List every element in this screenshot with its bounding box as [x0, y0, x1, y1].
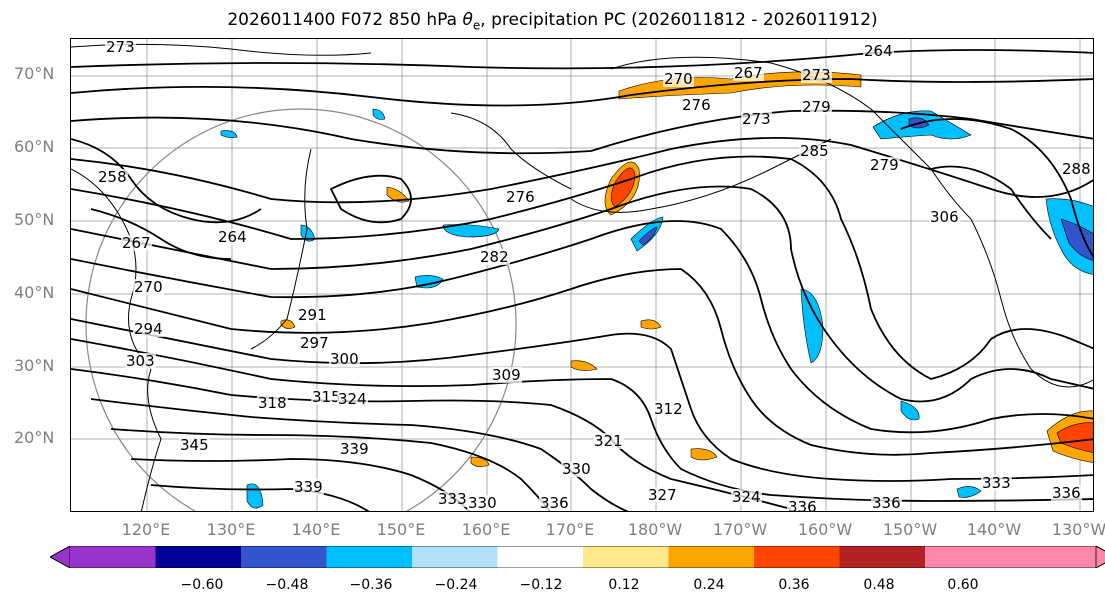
lon-label: 140°W — [966, 520, 1022, 539]
contour-label: 273 — [801, 66, 832, 84]
colorbar-bin — [1010, 546, 1096, 568]
contour-label: 279 — [869, 156, 900, 174]
lat-label: 40°N — [14, 283, 55, 302]
contour-label: 285 — [799, 142, 830, 160]
map-panel: 273 264 267 273 270 276 273 279 285 279 … — [70, 38, 1094, 512]
lat-label: 30°N — [14, 356, 55, 375]
colorbar-bin — [497, 546, 583, 568]
contour-label: 336 — [871, 494, 902, 512]
chart-title: 2026011400 F072 850 hPa θe, precipitatio… — [227, 10, 878, 33]
graticule — [71, 39, 1093, 511]
colorbar-bin — [155, 546, 241, 568]
lon-label: 150°E — [376, 520, 426, 539]
coastlines — [71, 43, 1093, 511]
contour-label: 303 — [125, 352, 156, 370]
colorbar-tick: 0.36 — [778, 577, 810, 593]
contour-label: 306 — [929, 208, 960, 226]
contour-label: 324 — [731, 488, 762, 506]
colorbar-bin — [839, 546, 925, 568]
colorbar — [50, 546, 1105, 568]
lon-label: 120°E — [121, 520, 171, 539]
colorbar-bin — [583, 546, 669, 568]
colorbar-extend-high — [1095, 546, 1105, 568]
contour-label: 276 — [505, 188, 536, 206]
contour-label: 300 — [329, 350, 360, 368]
contour-label: 279 — [801, 98, 832, 116]
colorbar-bin — [754, 546, 840, 568]
precip-shading — [220, 71, 1093, 509]
contour-label: 336 — [539, 494, 570, 512]
colorbar-tick: −0.36 — [349, 577, 393, 593]
contour-label: 291 — [297, 306, 328, 324]
lat-label: 60°N — [14, 137, 55, 156]
colorbar-tick: 0.48 — [863, 577, 895, 593]
contour-label: 345 — [179, 436, 210, 454]
colorbar-bin — [241, 546, 327, 568]
contour-label: 264 — [217, 228, 248, 246]
lon-label: 150°W — [882, 520, 938, 539]
colorbar-tick: 0.12 — [608, 577, 640, 593]
lon-label: 160°E — [461, 520, 511, 539]
colorbar-bin — [412, 546, 498, 568]
colorbar-tick: −0.60 — [180, 577, 224, 593]
contour-label: 327 — [647, 486, 678, 504]
contour-label: 336 — [1051, 484, 1082, 502]
contour-label: 264 — [863, 42, 894, 60]
lon-label: 170°E — [545, 520, 595, 539]
contour-label: 267 — [733, 64, 764, 82]
contour-label: 312 — [653, 400, 684, 418]
lon-label: 170°W — [712, 520, 768, 539]
lat-label: 70°N — [14, 64, 55, 83]
contour-label: 288 — [1061, 160, 1092, 178]
contour-label: 318 — [257, 394, 288, 412]
contour-label: 339 — [339, 440, 370, 458]
lon-label: 180°W — [627, 520, 683, 539]
colorbar-tick: −0.48 — [265, 577, 309, 593]
contour-label: 297 — [299, 334, 330, 352]
contour-label: 273 — [741, 110, 772, 128]
contour-label: 315 — [311, 388, 342, 406]
colorbar-bin — [668, 546, 754, 568]
contour-label: 333 — [437, 490, 468, 508]
contour-label: 330 — [467, 494, 498, 512]
lon-label: 140°E — [291, 520, 341, 539]
contour-label: 321 — [593, 432, 624, 450]
contour-label: 333 — [981, 474, 1012, 492]
contour-label: 270 — [663, 70, 694, 88]
lon-label: 130°W — [1051, 520, 1105, 539]
colorbar-bin — [70, 546, 156, 568]
contour-label: 336 — [787, 499, 818, 511]
lat-label: 50°N — [14, 210, 55, 229]
contour-label: 339 — [293, 478, 324, 496]
lon-label: 130°E — [206, 520, 256, 539]
contour-label: 324 — [337, 390, 368, 408]
contour-label: 309 — [491, 366, 522, 384]
contour-label: 267 — [121, 234, 152, 252]
colorbar-tick: −0.24 — [434, 577, 478, 593]
lon-label: 160°W — [797, 520, 853, 539]
contour-label: 258 — [97, 168, 128, 186]
colorbar-bin — [925, 546, 1011, 568]
contour-label: 282 — [479, 248, 510, 266]
colorbar-bin — [326, 546, 412, 568]
lat-label: 20°N — [14, 428, 55, 447]
contour-label: 330 — [561, 460, 592, 478]
colorbar-tick: −0.12 — [519, 577, 563, 593]
colorbar-tick: 0.60 — [947, 577, 979, 593]
contour-label: 273 — [105, 38, 136, 56]
contour-label: 276 — [681, 96, 712, 114]
colorbar-tick: 0.24 — [693, 577, 725, 593]
contour-label: 294 — [133, 320, 164, 338]
contour-label: 270 — [133, 278, 164, 296]
map-canvas — [71, 39, 1093, 511]
theta-e-contours — [71, 49, 1093, 511]
colorbar-extend-low — [50, 546, 71, 568]
